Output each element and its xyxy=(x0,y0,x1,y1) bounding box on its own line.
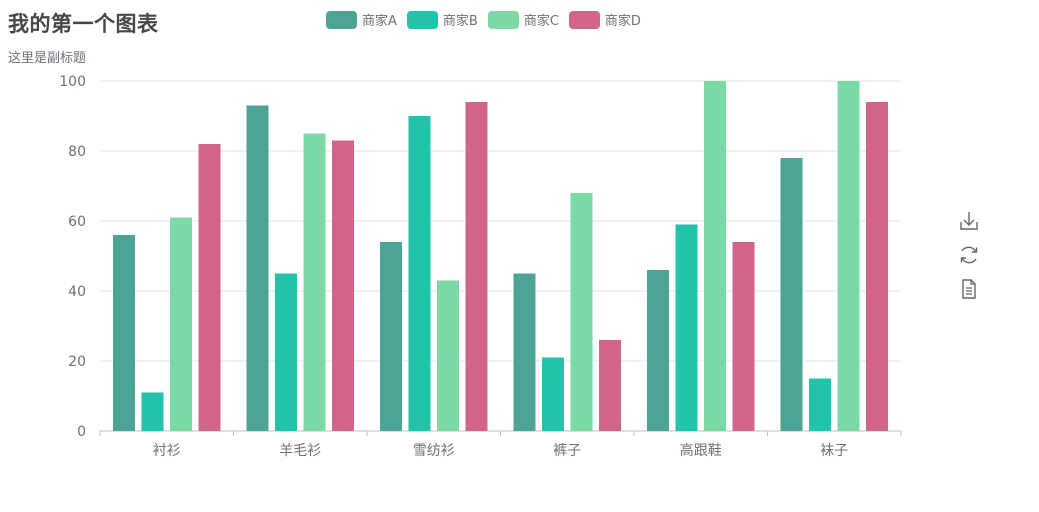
bar xyxy=(513,273,536,431)
bar xyxy=(570,193,593,431)
bar xyxy=(380,242,402,431)
refresh-icon[interactable] xyxy=(958,244,980,266)
legend-item-b[interactable]: 商家B xyxy=(406,10,478,29)
toolbox xyxy=(958,210,980,300)
bar xyxy=(809,378,831,431)
bar xyxy=(303,133,326,431)
legend-item-c[interactable]: 商家C xyxy=(487,10,559,29)
legend-swatch-a xyxy=(326,10,357,29)
y-tick-label: 100 xyxy=(59,74,86,90)
legend-label-d: 商家D xyxy=(604,14,641,29)
y-tick-label: 80 xyxy=(68,144,86,160)
bar xyxy=(732,242,755,431)
legend-swatch-c xyxy=(487,10,519,29)
y-tick-label: 60 xyxy=(68,214,86,230)
chart-title: 我的第一个图表 xyxy=(8,12,159,36)
bar xyxy=(704,81,726,431)
bar xyxy=(408,116,431,431)
bar xyxy=(542,357,564,431)
bar xyxy=(465,102,488,431)
legend-label-a: 商家A xyxy=(362,14,397,29)
legend-swatch-d xyxy=(568,10,600,29)
bar xyxy=(780,158,803,431)
bar xyxy=(675,224,698,431)
bar xyxy=(599,340,621,431)
x-tick-label: 衬衫 xyxy=(153,443,181,459)
legend-item-a[interactable]: 商家A xyxy=(326,10,397,29)
y-tick-label: 40 xyxy=(68,284,86,300)
bar xyxy=(332,140,354,431)
x-tick-label: 高跟鞋 xyxy=(680,442,722,459)
bar xyxy=(246,105,269,431)
y-tick-label: 0 xyxy=(77,424,86,440)
x-tick-label: 雪纺衫 xyxy=(413,443,455,459)
bar xyxy=(141,392,164,431)
bar xyxy=(437,280,459,431)
bar xyxy=(866,102,888,431)
x-tick-label: 裤子 xyxy=(553,443,581,459)
y-tick-label: 20 xyxy=(68,354,86,370)
x-tick-label: 袜子 xyxy=(820,443,848,459)
legend-label-b: 商家B xyxy=(442,14,478,29)
legend-swatch-b xyxy=(406,10,438,29)
bar xyxy=(837,81,860,431)
bar xyxy=(647,270,669,431)
bar xyxy=(275,273,297,431)
data-view-icon[interactable] xyxy=(958,278,980,300)
bar xyxy=(170,217,192,431)
legend-label-c: 商家C xyxy=(523,14,559,29)
bar xyxy=(198,144,221,431)
legend-item-d[interactable]: 商家D xyxy=(568,10,641,29)
download-icon[interactable] xyxy=(958,210,980,232)
chart-subtitle: 这里是副标题 xyxy=(8,51,87,66)
bar xyxy=(113,235,135,431)
legend: 商家A 商家B 商家C 商家D xyxy=(326,10,641,29)
x-tick-label: 羊毛衫 xyxy=(279,443,321,459)
